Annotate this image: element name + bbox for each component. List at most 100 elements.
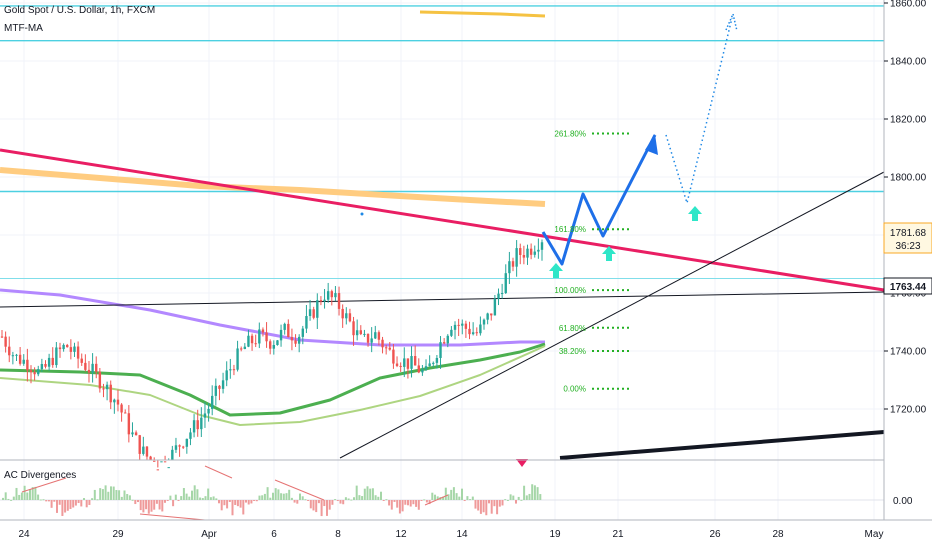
ac-histogram-bar — [517, 496, 520, 500]
forecast-path — [541, 134, 657, 266]
ac-histogram-bar — [128, 495, 131, 500]
ac-histogram-bar — [234, 500, 237, 505]
up-arrow-marker — [549, 263, 563, 278]
ac-histogram-bar — [99, 488, 102, 500]
ac-histogram-bar — [74, 500, 77, 506]
sub-indicator-label[interactable]: AC Divergences — [4, 470, 77, 481]
price-axis-label: 1820.00 — [890, 115, 927, 126]
candle-body — [44, 363, 47, 367]
candle-body — [80, 358, 83, 363]
candle-body — [250, 335, 254, 344]
ac-histogram-bar — [64, 500, 67, 513]
ac-histogram-bar — [272, 492, 274, 500]
ac-histogram-bar — [466, 496, 469, 500]
down-triangle-marker — [516, 459, 528, 467]
ac-histogram-bar — [447, 494, 450, 500]
candle-body — [337, 293, 341, 309]
ac-histogram-bar — [501, 500, 504, 506]
time-axis-label: 26 — [709, 529, 721, 540]
ac-histogram-bar — [85, 500, 88, 508]
candle-body — [413, 356, 417, 366]
ma-orange — [0, 167, 546, 207]
candle-body — [515, 248, 518, 267]
candle-body — [189, 432, 192, 439]
ac-histogram-bar — [69, 500, 72, 510]
ac-histogram-bar — [15, 487, 18, 500]
candle-body — [421, 369, 424, 373]
ac-histogram-bar — [212, 496, 215, 500]
ac-histogram-bar — [245, 500, 247, 503]
symbol-title[interactable]: Gold Spot / U.S. Dollar, 1h, FXCM — [4, 5, 156, 16]
ac-histogram-bar — [315, 500, 318, 513]
ac-histogram-bar — [185, 493, 188, 500]
ac-histogram-bar — [280, 493, 283, 500]
candle-body — [374, 332, 377, 339]
ac-histogram-bar — [431, 492, 434, 500]
ac-histogram-bar — [339, 500, 342, 504]
ac-histogram-bar — [166, 500, 169, 501]
time-axis-label: 24 — [18, 529, 30, 540]
ac-histogram-bar — [45, 500, 48, 502]
ac-histogram-bar — [261, 495, 264, 500]
candle-body — [229, 369, 232, 371]
indicator-label[interactable]: MTF-MA — [4, 23, 43, 34]
candle-body — [91, 363, 94, 373]
candle-body — [519, 248, 522, 256]
candle-body — [62, 344, 65, 350]
candle-body — [156, 469, 160, 471]
ac-histogram-bar — [293, 500, 296, 503]
ac-histogram-bar — [37, 494, 40, 500]
candle-body — [153, 460, 156, 462]
ac-histogram-bar — [401, 500, 404, 512]
candle-body — [399, 365, 402, 367]
ac-histogram-bar — [412, 500, 415, 505]
ac-histogram-bar — [533, 485, 536, 500]
ac-histogram-bar — [409, 500, 412, 507]
candle-body — [348, 313, 352, 322]
second-price-value: 1763.44 — [890, 282, 927, 293]
candle-body — [4, 336, 7, 347]
ac-histogram-bar — [398, 500, 401, 514]
candle-body — [490, 313, 493, 316]
ac-histogram-bar — [336, 500, 339, 501]
ac-histogram-bar — [520, 499, 523, 501]
ac-histogram-bar — [101, 489, 104, 500]
candle-body — [218, 385, 221, 389]
ac-histogram-bar — [110, 486, 112, 500]
ac-histogram-bar — [458, 496, 461, 500]
ac-histogram-bar — [50, 500, 53, 508]
ac-histogram-bar — [263, 493, 266, 500]
candle-body — [508, 261, 511, 274]
ac-histogram-bar — [93, 489, 96, 500]
candle-body — [308, 309, 312, 317]
marker-dot — [360, 212, 364, 216]
candle-body — [326, 291, 330, 300]
ac-histogram-bar — [29, 489, 31, 500]
candle-body — [330, 291, 333, 298]
candle-body — [232, 369, 236, 371]
ac-histogram-bar — [66, 500, 69, 511]
candle-body — [537, 249, 540, 252]
ac-histogram-bar — [296, 500, 299, 504]
ac-histogram-bar — [390, 500, 393, 510]
ac-histogram-bar — [301, 496, 304, 500]
ac-histogram-bar — [53, 500, 56, 502]
candle-body — [22, 359, 25, 364]
ac-histogram-bar — [485, 500, 488, 516]
candle-body — [171, 449, 174, 460]
ac-histogram-bar — [126, 494, 129, 500]
ac-histogram-bar — [331, 500, 334, 505]
ac-histogram-bar — [258, 495, 261, 500]
ac-histogram-bar — [515, 500, 517, 504]
ac-histogram-bar — [39, 499, 42, 501]
time-axis-label: 21 — [612, 529, 624, 540]
ac-histogram-bar — [509, 494, 512, 500]
candle-body — [174, 445, 178, 450]
candle-body — [410, 356, 413, 369]
ac-histogram-bar — [304, 499, 307, 501]
candle-body — [76, 346, 80, 359]
ac-histogram-bar — [425, 500, 428, 503]
candle-body — [272, 345, 276, 349]
